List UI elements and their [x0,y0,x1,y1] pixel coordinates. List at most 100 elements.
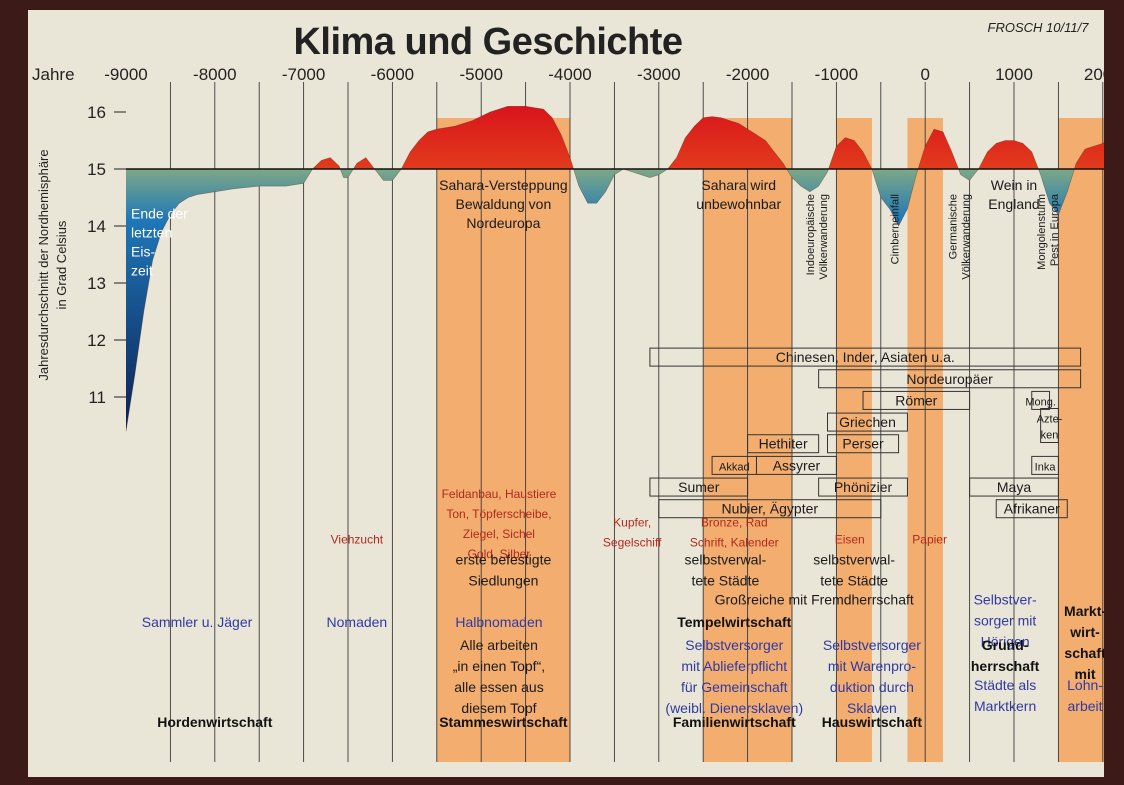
innovation-label: Ton, Töpferscheibe, [446,507,551,521]
society-label: duktion durch [830,679,914,695]
economy-label: Markt- [1064,603,1104,619]
x-tick-label: -1000 [815,65,858,84]
society-label: für Gemeinschaft [681,679,788,695]
climate-label: letzten [131,225,172,241]
event-label: Völkerwanderung [960,194,972,280]
period-band [836,118,872,762]
x-tick-label: -4000 [548,65,591,84]
chart-title: Klima und Geschichte [293,21,682,63]
x-tick-label: 0 [920,65,929,84]
civilization-box [862,390,971,410]
innovation-label: Segelschiff [603,535,662,549]
civilization-label: Afrikaner [1004,501,1060,517]
civilization-box [818,369,1082,389]
innovation-label: Gold, Silber [468,547,531,561]
civilization-box [818,477,908,497]
civilization-label: Perser [842,436,884,452]
x-tick-label: 2000 [1084,65,1104,84]
civilization-label: Hethiter [759,436,808,452]
civilization-label: Mong. [1025,396,1056,408]
y-tick-label: 14 [87,217,106,236]
event-label: Mongolensturm [1036,194,1048,270]
innovation-label: Viehzucht [331,533,384,547]
climate-label: Sahara wird [701,177,776,193]
society-label: selbstverwal- [685,551,767,567]
innovation-label: Papier [912,533,947,547]
society-label: arbeit [1068,698,1103,714]
civilization-box [1040,408,1059,443]
y-axis-label-line1: Jahresdurchschnitt der Nordhemisphäre [36,149,51,380]
civilization-label: Assyrer [773,457,821,473]
economy-label: wirt- [1069,624,1100,640]
civilization-box [649,477,749,497]
civilization-label: Chinesen, Inder, Asiaten u.a. [776,349,955,365]
annotations: Ende der letzten Eis-zeit Sahara-Versteppun… [131,177,1104,730]
society-label: Großreiche mit Fremdherrschaft [715,591,914,607]
y-tick-label: 12 [87,331,106,350]
temperature-area [125,106,1104,432]
economy-label: Grund- [982,637,1029,653]
innovation-label: Ziegel, Sichel [463,527,535,541]
society-label: Städte als [974,677,1036,693]
climate-label: zeit [131,263,153,279]
economy-label: Hordenwirtschaft [157,714,272,730]
innovation-label: Bronze, Rad [701,515,768,529]
y-tick-label: 11 [88,388,106,407]
civilization-label: Akkad [719,461,750,473]
innovation-label: Kupfer, [613,515,651,529]
society-label: (weibl. Dienersklaven) [665,700,803,716]
innovation-label: Schrift, Kalender [690,535,779,549]
society-label: tete Städte [820,572,888,588]
society-label: Sklaven [847,700,897,716]
axes: -9000 -8000 -7000 -6000 -5000 -4000 -3000 -2000… [87,65,1104,407]
temperature-line [125,106,1104,432]
warm-area [126,106,1104,169]
civilization-label: Griechen [839,414,896,430]
society-label: erste befestigte [456,551,552,567]
civilization-label: Inka [1035,461,1057,473]
civilization-label: Azte- [1037,414,1063,426]
y-tick-label: 15 [87,160,106,179]
x-axis-label: Jahre [32,65,75,84]
society-label: selbstverwal- [813,551,895,567]
y-tick-label: 13 [87,274,106,293]
civilization-box [649,347,1082,367]
economy-label: herrschaft [971,658,1040,674]
x-tick-label: -5000 [459,65,502,84]
event-label: Cimberneinfall [890,194,902,264]
society-label: alle essen aus [454,679,544,695]
climate-label: Eis- [131,244,155,260]
x-tick-label: -8000 [193,65,236,84]
x-tick-label: -9000 [104,65,147,84]
society-label: tete Städte [692,572,760,588]
society-label: Selbstversorger [823,637,921,653]
society-label: Selbstver- [974,591,1037,607]
economy-label: Familienwirtschaft [673,714,796,730]
civilization-box [1031,455,1059,475]
climate-label: Wein in [991,177,1037,193]
y-tick-label: 16 [87,103,106,122]
x-tick-label: -7000 [282,65,325,84]
period-band [436,118,570,762]
event-label: Völkerwanderung [818,194,830,280]
civilization-label: Phönizier [834,479,893,495]
society-label: Selbstversorger [685,637,783,653]
climate-label: Nordeuropa [466,215,540,231]
economy-label: mit [1075,666,1096,682]
society-label: mit Ablieferpflicht [681,658,787,674]
civilization-box [755,455,837,475]
civilization-label: Nubier, Ägypter [722,501,819,517]
society-label: „in einen Topf“, [453,658,545,674]
event-label: Indoeuropäische [805,194,817,275]
civilization-label: Nordeuropäer [906,371,993,387]
civilization-box [969,477,1059,497]
society-label: Sammler u. Jäger [142,614,253,630]
civilization-label: Sumer [678,479,720,495]
x-tick-label: 1000 [995,65,1033,84]
y-axis-label-line2: in Grad Celsius [54,220,69,309]
society-label: Hörigen [981,633,1030,649]
climate-label: Sahara-Versteppung [439,177,567,193]
society-label: Marktkern [974,698,1036,714]
event-label: Germanische [947,194,959,259]
society-label: Halbnomaden [455,614,542,630]
